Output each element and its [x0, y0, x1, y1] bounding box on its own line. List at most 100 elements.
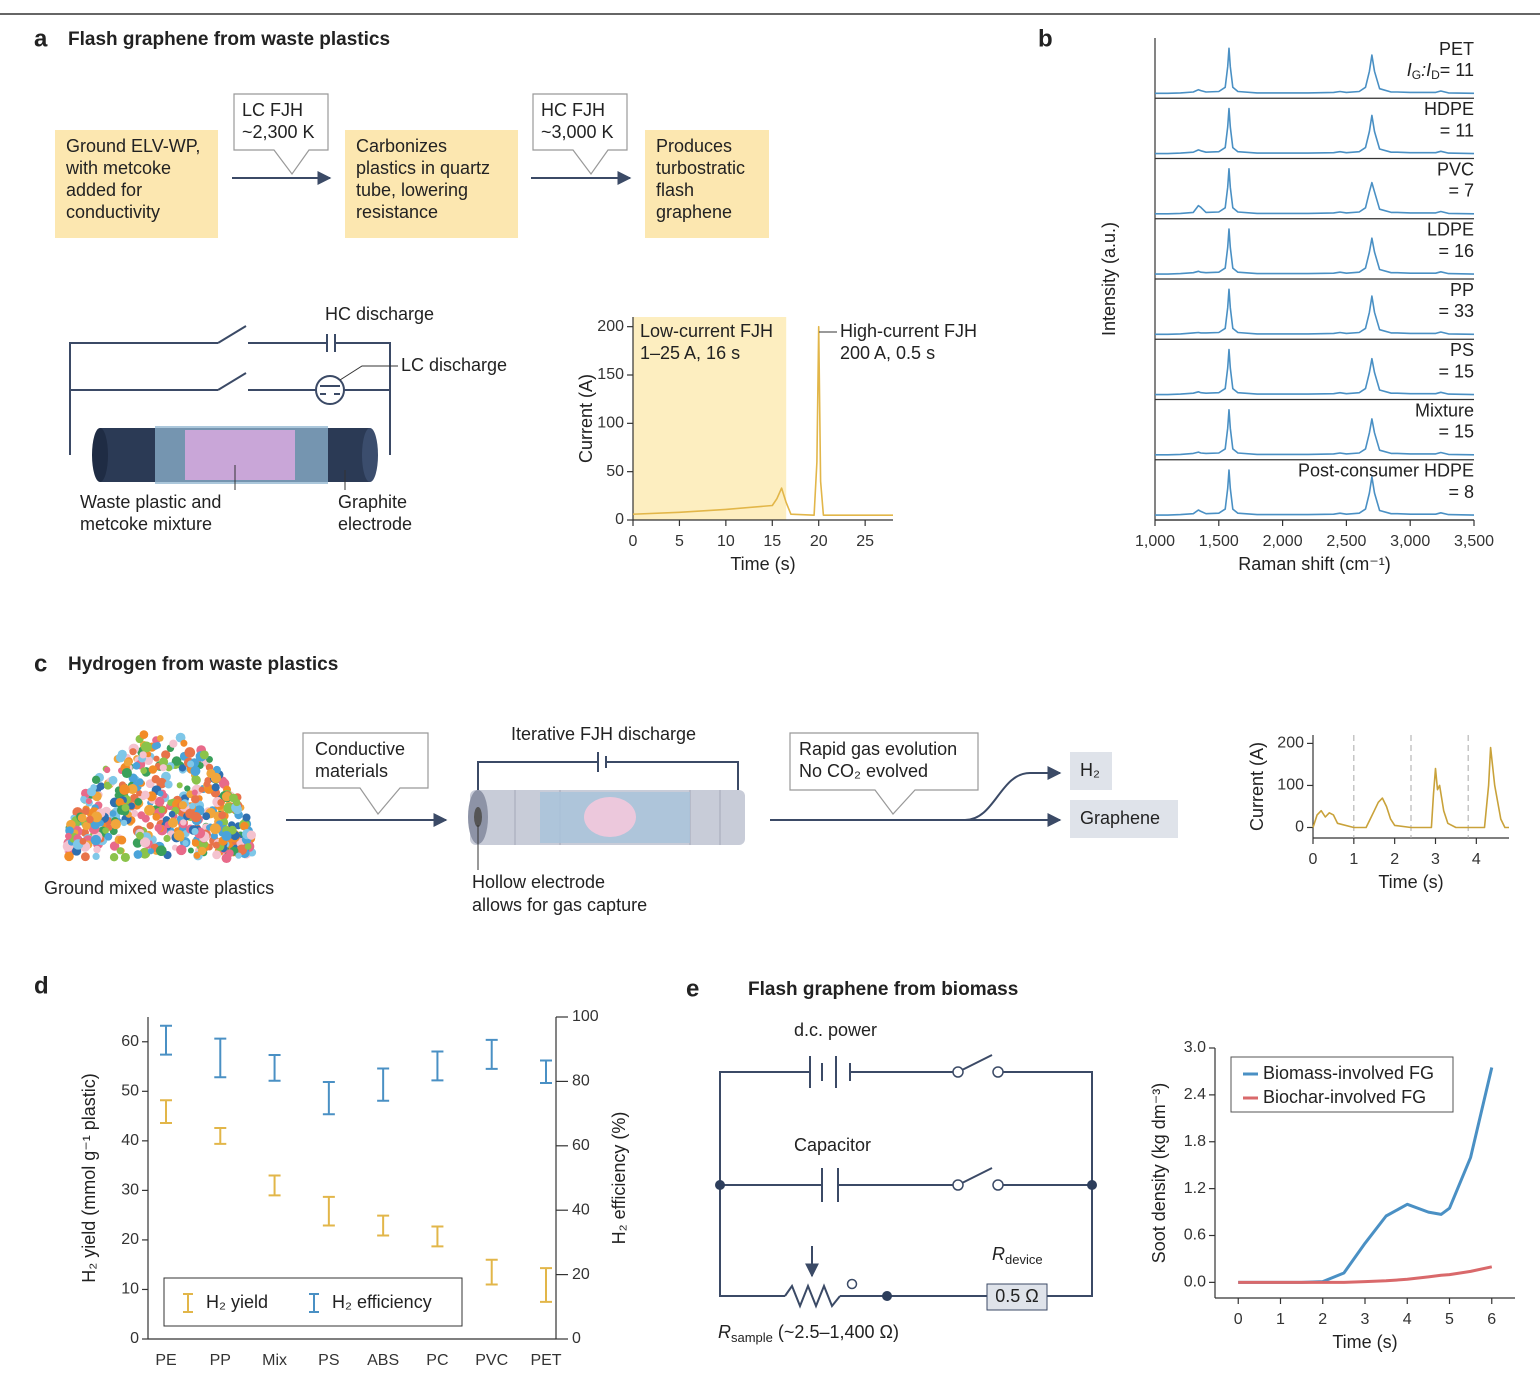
plastic-particle [240, 821, 249, 831]
plastic-particle [184, 747, 196, 758]
plastic-particle [90, 834, 102, 846]
glow [584, 797, 636, 837]
ratio-value: = 15 [1438, 421, 1474, 441]
plastic-particle [80, 852, 90, 862]
device-box [986, 1283, 1048, 1311]
plastic-particle [191, 839, 200, 847]
output-box [1070, 800, 1178, 838]
plastic-particle [97, 782, 105, 791]
plastic-particle [139, 751, 147, 759]
plastic-particle [132, 762, 141, 770]
error-bar [431, 1050, 444, 1082]
plastic-particle [82, 821, 91, 831]
panel-label: d [34, 972, 49, 999]
symbol: I [1407, 60, 1412, 80]
plastic-particle [209, 823, 221, 835]
x-tick-label: 25 [856, 533, 874, 550]
plastic-particle [171, 756, 182, 766]
plastic-particle [157, 790, 164, 797]
plastic-particle [129, 748, 137, 756]
circuit-label: Capacitor [794, 1135, 871, 1155]
plastic-particle [144, 804, 155, 816]
circuit-label: electrode [338, 514, 412, 534]
callout-text: Conductive [315, 739, 405, 759]
data-line [1155, 47, 1475, 95]
plastic-particle [127, 784, 138, 795]
y-tick-label: 100 [597, 415, 624, 432]
plastic-particle [85, 798, 92, 805]
legend-swatch [309, 1293, 319, 1313]
plastic-particle [117, 835, 127, 845]
y2-tick-label: 100 [572, 1008, 599, 1025]
y-tick-label: 100 [1277, 777, 1304, 794]
annotation: 1–25 A, 16 s [640, 343, 740, 363]
error-bar [485, 1038, 498, 1070]
x-tick-label: 6 [1487, 1311, 1496, 1328]
x-axis-label: Raman shift (cm⁻¹) [1238, 554, 1391, 574]
plastic-particle [155, 845, 167, 857]
ratio-label: = 33 [1438, 301, 1474, 321]
legend-label: H₂ yield [206, 1292, 268, 1312]
x-tick-label: 1 [1349, 851, 1358, 868]
error-bar [540, 1267, 552, 1303]
callout [302, 732, 429, 815]
series-label: PVC [1437, 159, 1474, 179]
plastic-particle [92, 852, 100, 861]
x-tick-label: 2,000 [1263, 533, 1303, 550]
switch-contact [952, 1179, 964, 1191]
data-line [1155, 228, 1475, 275]
x-tick-label: 2 [1318, 1311, 1327, 1328]
plastic-particle [119, 784, 130, 795]
plastic-particle [91, 775, 101, 784]
x-tick-label: 3 [1431, 851, 1440, 868]
x-tick-label: 5 [1445, 1311, 1454, 1328]
legend-label: H₂ efficiency [332, 1292, 432, 1312]
callout-text: Rapid gas evolution [799, 739, 957, 759]
plastic-particle [110, 819, 121, 830]
x-tick-label: 4 [1472, 851, 1481, 868]
plastic-particle [121, 803, 130, 812]
plastic-particle [153, 755, 160, 762]
plastic-particle [191, 794, 200, 804]
plastic-particle [191, 827, 199, 835]
plastic-particle [146, 822, 154, 830]
plastic-particle [191, 775, 201, 785]
x-axis-label: Time (s) [1378, 872, 1443, 892]
panel-title: Hydrogen from waste plastics [68, 654, 338, 675]
legend [1230, 1056, 1454, 1113]
x-tick-label: 0 [1234, 1311, 1243, 1328]
plastic-particle [103, 781, 112, 790]
plastic-particle [221, 791, 232, 802]
plastic-particle [159, 764, 167, 772]
plastic-particle [198, 786, 205, 793]
plastic-particle [232, 805, 242, 815]
x-axis-label: Time (s) [730, 554, 795, 574]
plastic-particle [178, 764, 187, 772]
lamp-mark [320, 385, 340, 395]
ratio-label: = 16 [1438, 241, 1474, 261]
error-bar [160, 1099, 172, 1125]
process-text: Ground ELV-WP, [66, 136, 200, 156]
plastic-particle [212, 841, 220, 849]
y-axis-label: Current (A) [576, 374, 596, 463]
circuit-label: metcoke mixture [80, 514, 212, 534]
ratio-value: = 11 [1440, 120, 1474, 140]
plastic-particle [158, 806, 166, 814]
plastic-particle [148, 765, 158, 774]
y-tick-label: 50 [121, 1083, 139, 1100]
device-value: 0.5 Ω [995, 1286, 1038, 1306]
x-tick-label: 1 [1276, 1311, 1285, 1328]
plastic-particle [64, 851, 74, 862]
resistance-label: Rsample (~2.5–1,400 Ω) [718, 1322, 899, 1346]
node [1087, 1180, 1097, 1190]
plastic-particle [169, 739, 178, 748]
output-label: H₂ [1080, 760, 1100, 780]
x-tick-label: 1,000 [1135, 533, 1175, 550]
y-tick-label: 150 [597, 366, 624, 383]
plastic-particle [189, 802, 196, 810]
plastic-particle [102, 827, 109, 834]
y-axis-label: Soot density (kg dm⁻³) [1149, 1083, 1169, 1264]
plastic-particle [90, 819, 101, 830]
y-tick-label: 60 [121, 1033, 139, 1050]
series-label: HDPE [1424, 99, 1474, 119]
